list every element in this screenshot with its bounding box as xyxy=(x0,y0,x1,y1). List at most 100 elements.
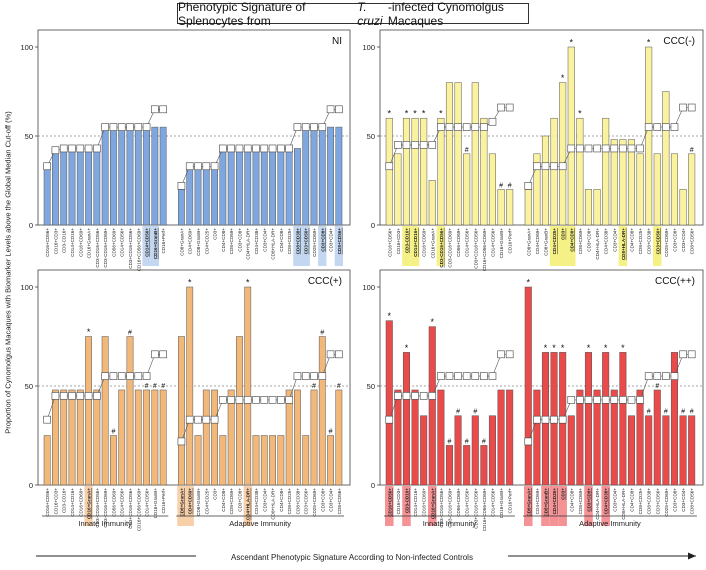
significance-star: * xyxy=(388,311,392,321)
category-label-adaptive: CD8+CD69+ xyxy=(229,228,234,255)
reference-marker-innate xyxy=(126,123,134,131)
reference-marker-innate xyxy=(59,392,68,400)
bar-innate xyxy=(43,166,51,226)
bar-adaptive xyxy=(670,153,678,226)
bar-adaptive xyxy=(227,148,235,226)
panel-label: CCC(+) xyxy=(308,276,342,287)
bar-innate xyxy=(60,148,68,226)
category-label-adaptive: CD3+ xyxy=(213,228,218,240)
category-label-adaptive: CD3+CD4+ xyxy=(612,228,617,252)
reference-marker-innate xyxy=(68,144,76,153)
reference-marker-innate xyxy=(43,162,51,171)
bar-adaptive xyxy=(219,435,227,486)
category-label-adaptive: CD8+HLA-DR+ xyxy=(271,228,276,260)
reference-marker-innate xyxy=(437,372,445,380)
reference-marker-innate xyxy=(454,372,462,380)
category-label-innate: CD16+CD3+ xyxy=(396,228,401,255)
label-highlight-adaptive xyxy=(653,226,662,266)
category-label-adaptive: CD3+ xyxy=(561,488,566,500)
category-label-adaptive: CD4+CD38+ xyxy=(254,228,259,255)
category-label-adaptive: CD8+GranA+ xyxy=(179,228,184,256)
significance-hash: # xyxy=(111,429,115,436)
bar-adaptive xyxy=(294,148,301,226)
category-label-innate: CD16+CD3+ xyxy=(396,488,401,515)
category-label-adaptive: CD8+HLA-DR+ xyxy=(621,488,626,520)
bar-adaptive xyxy=(610,139,618,226)
category-label-adaptive: CD8+GranB+ xyxy=(543,488,548,517)
reference-marker-adaptive xyxy=(533,415,541,424)
reference-marker-innate xyxy=(462,123,471,131)
category-label-adaptive: CD8+GranB+ xyxy=(196,488,201,516)
reference-marker-adaptive xyxy=(326,105,335,114)
category-label-adaptive: CD8+GranB+ xyxy=(196,228,201,256)
reference-marker-adaptive xyxy=(252,396,260,404)
category-label-adaptive: CD3+CD8+ xyxy=(320,488,325,512)
significance-star: * xyxy=(388,109,392,119)
significance-star: * xyxy=(604,343,608,353)
bar-adaptive xyxy=(318,336,326,486)
bar-innate xyxy=(85,336,92,486)
significance-hash: # xyxy=(473,409,477,416)
bar-adaptive xyxy=(524,286,532,486)
reference-marker-adaptive xyxy=(627,144,636,153)
bar-innate xyxy=(93,389,101,486)
bar-innate xyxy=(52,389,59,486)
reference-marker-adaptive xyxy=(687,350,696,359)
reference-marker-innate xyxy=(471,123,480,131)
category-label-adaptive: CD3+CD4+ xyxy=(329,488,334,512)
bar-innate xyxy=(480,117,488,226)
bar-adaptive xyxy=(260,148,268,226)
label-highlight-adaptive xyxy=(334,226,344,266)
bar-adaptive xyxy=(244,148,252,226)
bottom-caption: Ascendant Phenotypic Signature According… xyxy=(231,553,473,562)
reference-marker-adaptive xyxy=(235,144,244,153)
category-label-adaptive: CD4+HLA-DR+ xyxy=(595,228,600,260)
category-label-innate: CD16+Perf+ xyxy=(161,228,166,254)
category-label-innate: CD16+CD56+CD69+ xyxy=(136,228,141,272)
bar-adaptive xyxy=(584,352,592,486)
category-label-innate: CD3-CD16+ xyxy=(62,228,67,253)
reference-marker-innate xyxy=(497,350,505,359)
label-highlight-innate xyxy=(410,226,420,266)
adaptive-group-label: Adaptive Immunity xyxy=(579,519,641,528)
bar-innate xyxy=(43,435,51,486)
reference-marker-adaptive xyxy=(310,123,318,131)
category-label-adaptive: CD8+GranA+ xyxy=(526,488,531,517)
label-highlight-adaptive xyxy=(524,486,533,526)
category-label-adaptive: CD8+CD38+ xyxy=(295,228,300,255)
category-label-innate: CD16+CD69+ xyxy=(422,488,427,517)
innate-group-label: Innate Immunity xyxy=(78,519,132,528)
reference-marker-adaptive xyxy=(185,415,194,424)
reference-marker-innate xyxy=(117,372,126,380)
reference-marker-adaptive xyxy=(524,182,533,190)
bar-innate xyxy=(385,117,393,226)
reference-marker-innate xyxy=(471,372,480,380)
bar-adaptive xyxy=(627,139,635,226)
adaptive-group-label: Adaptive Immunity xyxy=(229,519,291,528)
reference-marker-adaptive xyxy=(541,415,550,424)
reference-marker-adaptive xyxy=(558,162,567,171)
category-label-adaptive: CD8+HLA-DR+ xyxy=(621,228,626,260)
reference-marker-innate xyxy=(437,123,445,131)
reference-marker-innate xyxy=(505,350,514,359)
reference-marker-adaptive xyxy=(679,103,687,112)
category-label-adaptive: CD3+CD4+ xyxy=(262,228,267,252)
category-label-innate: CD16+Perf+ xyxy=(508,488,513,514)
bar-adaptive xyxy=(593,189,601,226)
label-highlight-adaptive xyxy=(601,486,610,526)
category-label-innate: CD14+CD56+ xyxy=(145,228,150,257)
reference-marker-innate xyxy=(51,146,60,155)
category-label-innate: CD3-CD16+CD56+ xyxy=(95,228,100,268)
category-label-adaptive: CD4+CD8+ xyxy=(569,228,574,252)
category-label-innate: CD3-CD16+CD56+ xyxy=(95,488,100,528)
bar-adaptive xyxy=(576,389,584,486)
category-label-adaptive: CD3+CD56+ xyxy=(304,228,309,255)
bar-innate xyxy=(445,445,453,486)
category-label-adaptive: CD3+CD8+ xyxy=(320,228,325,252)
significance-star: * xyxy=(87,327,91,337)
y-tick-label-1: 100 xyxy=(362,43,375,52)
significance-hash: # xyxy=(320,330,324,337)
bar-innate xyxy=(101,126,109,226)
significance-star: * xyxy=(647,38,651,48)
significance-hash: # xyxy=(465,438,469,445)
